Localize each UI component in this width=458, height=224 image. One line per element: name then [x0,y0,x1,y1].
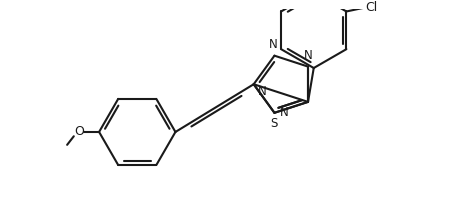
Text: N: N [304,49,313,62]
Text: Cl: Cl [365,1,378,14]
Text: methyl_ph: methyl_ph [24,146,82,157]
Text: N: N [258,85,267,98]
Text: N: N [279,106,288,119]
Text: S: S [270,117,278,130]
Text: methoxy: methoxy [8,144,57,154]
Text: N: N [269,38,278,51]
Text: methyl: methyl [22,145,61,155]
Text: O: O [74,125,84,138]
